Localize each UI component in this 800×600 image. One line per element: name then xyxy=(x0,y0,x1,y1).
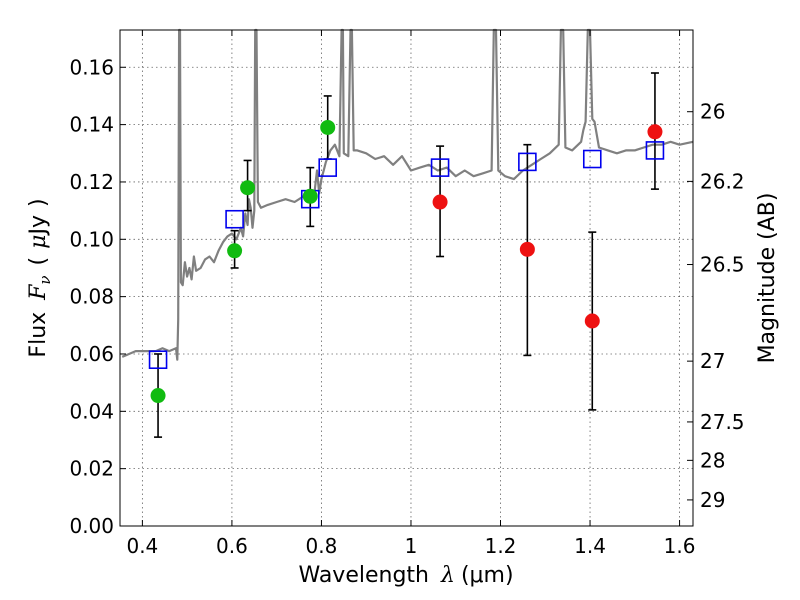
tick-layer: 0.4 0.6 0.8 1 1.2 1.4 1.6 0.00 0.02 0.04 0.06 0.08 0… xyxy=(69,30,745,558)
green-data-point xyxy=(302,188,318,204)
y-tick-label: 0.06 xyxy=(69,342,114,366)
x-axis-title: Wavelength λ (μm) xyxy=(298,563,513,588)
x-tick-label: 1.2 xyxy=(485,534,517,558)
red-data-point xyxy=(647,124,663,140)
green-data-point xyxy=(150,388,166,404)
y2-tick-label: 27 xyxy=(700,349,725,373)
y-axis-title: FluxFν(μJy) xyxy=(26,198,54,357)
x-tick-label: 0.4 xyxy=(126,534,158,558)
y-tick-label: 0.00 xyxy=(69,514,114,538)
green-data-point xyxy=(227,243,243,259)
grid-layer xyxy=(120,30,693,527)
x-tick-label: 1.4 xyxy=(574,534,606,558)
model-square-point xyxy=(582,149,602,169)
model-square-point xyxy=(645,141,665,160)
red-data-point xyxy=(584,313,600,329)
y2-tick-label: 26.5 xyxy=(700,253,745,277)
spectrum-layer xyxy=(121,28,694,361)
y-tick-label: 0.10 xyxy=(69,227,114,251)
red-data-point xyxy=(519,241,535,257)
y-tick-label: 0.02 xyxy=(69,457,114,481)
model-square-point xyxy=(225,209,244,229)
y-tick-label: 0.14 xyxy=(69,113,114,137)
x-tick-label: 0.8 xyxy=(306,534,338,558)
marker-layer xyxy=(148,119,665,404)
y-tick-label: 0.12 xyxy=(69,170,114,194)
plot-frame xyxy=(119,29,694,527)
x-tick-label: 1 xyxy=(405,534,418,558)
x-tick-label: 0.6 xyxy=(216,534,248,558)
x-tick-label: 1.6 xyxy=(664,534,696,558)
green-data-point xyxy=(320,119,336,135)
spectrum-line xyxy=(121,28,694,361)
model-square-point xyxy=(430,158,450,177)
y2-tick-label: 27.5 xyxy=(700,410,745,434)
y2-axis-title: Magnitude (AB) xyxy=(755,193,780,364)
y-tick-label: 0.16 xyxy=(69,55,114,79)
model-square-point xyxy=(148,350,168,370)
y2-tick-label: 26 xyxy=(700,100,725,124)
y-tick-label: 0.04 xyxy=(69,399,114,423)
red-data-point xyxy=(432,194,448,210)
plot-area xyxy=(120,30,693,526)
y-tick-label: 0.08 xyxy=(69,285,114,309)
y2-tick-label: 26.2 xyxy=(700,169,745,193)
y2-tick-label: 28 xyxy=(700,448,725,472)
green-data-point xyxy=(240,180,256,196)
model-square-point xyxy=(318,158,338,177)
model-square-point xyxy=(518,152,537,172)
y2-tick-label: 29 xyxy=(700,488,725,512)
